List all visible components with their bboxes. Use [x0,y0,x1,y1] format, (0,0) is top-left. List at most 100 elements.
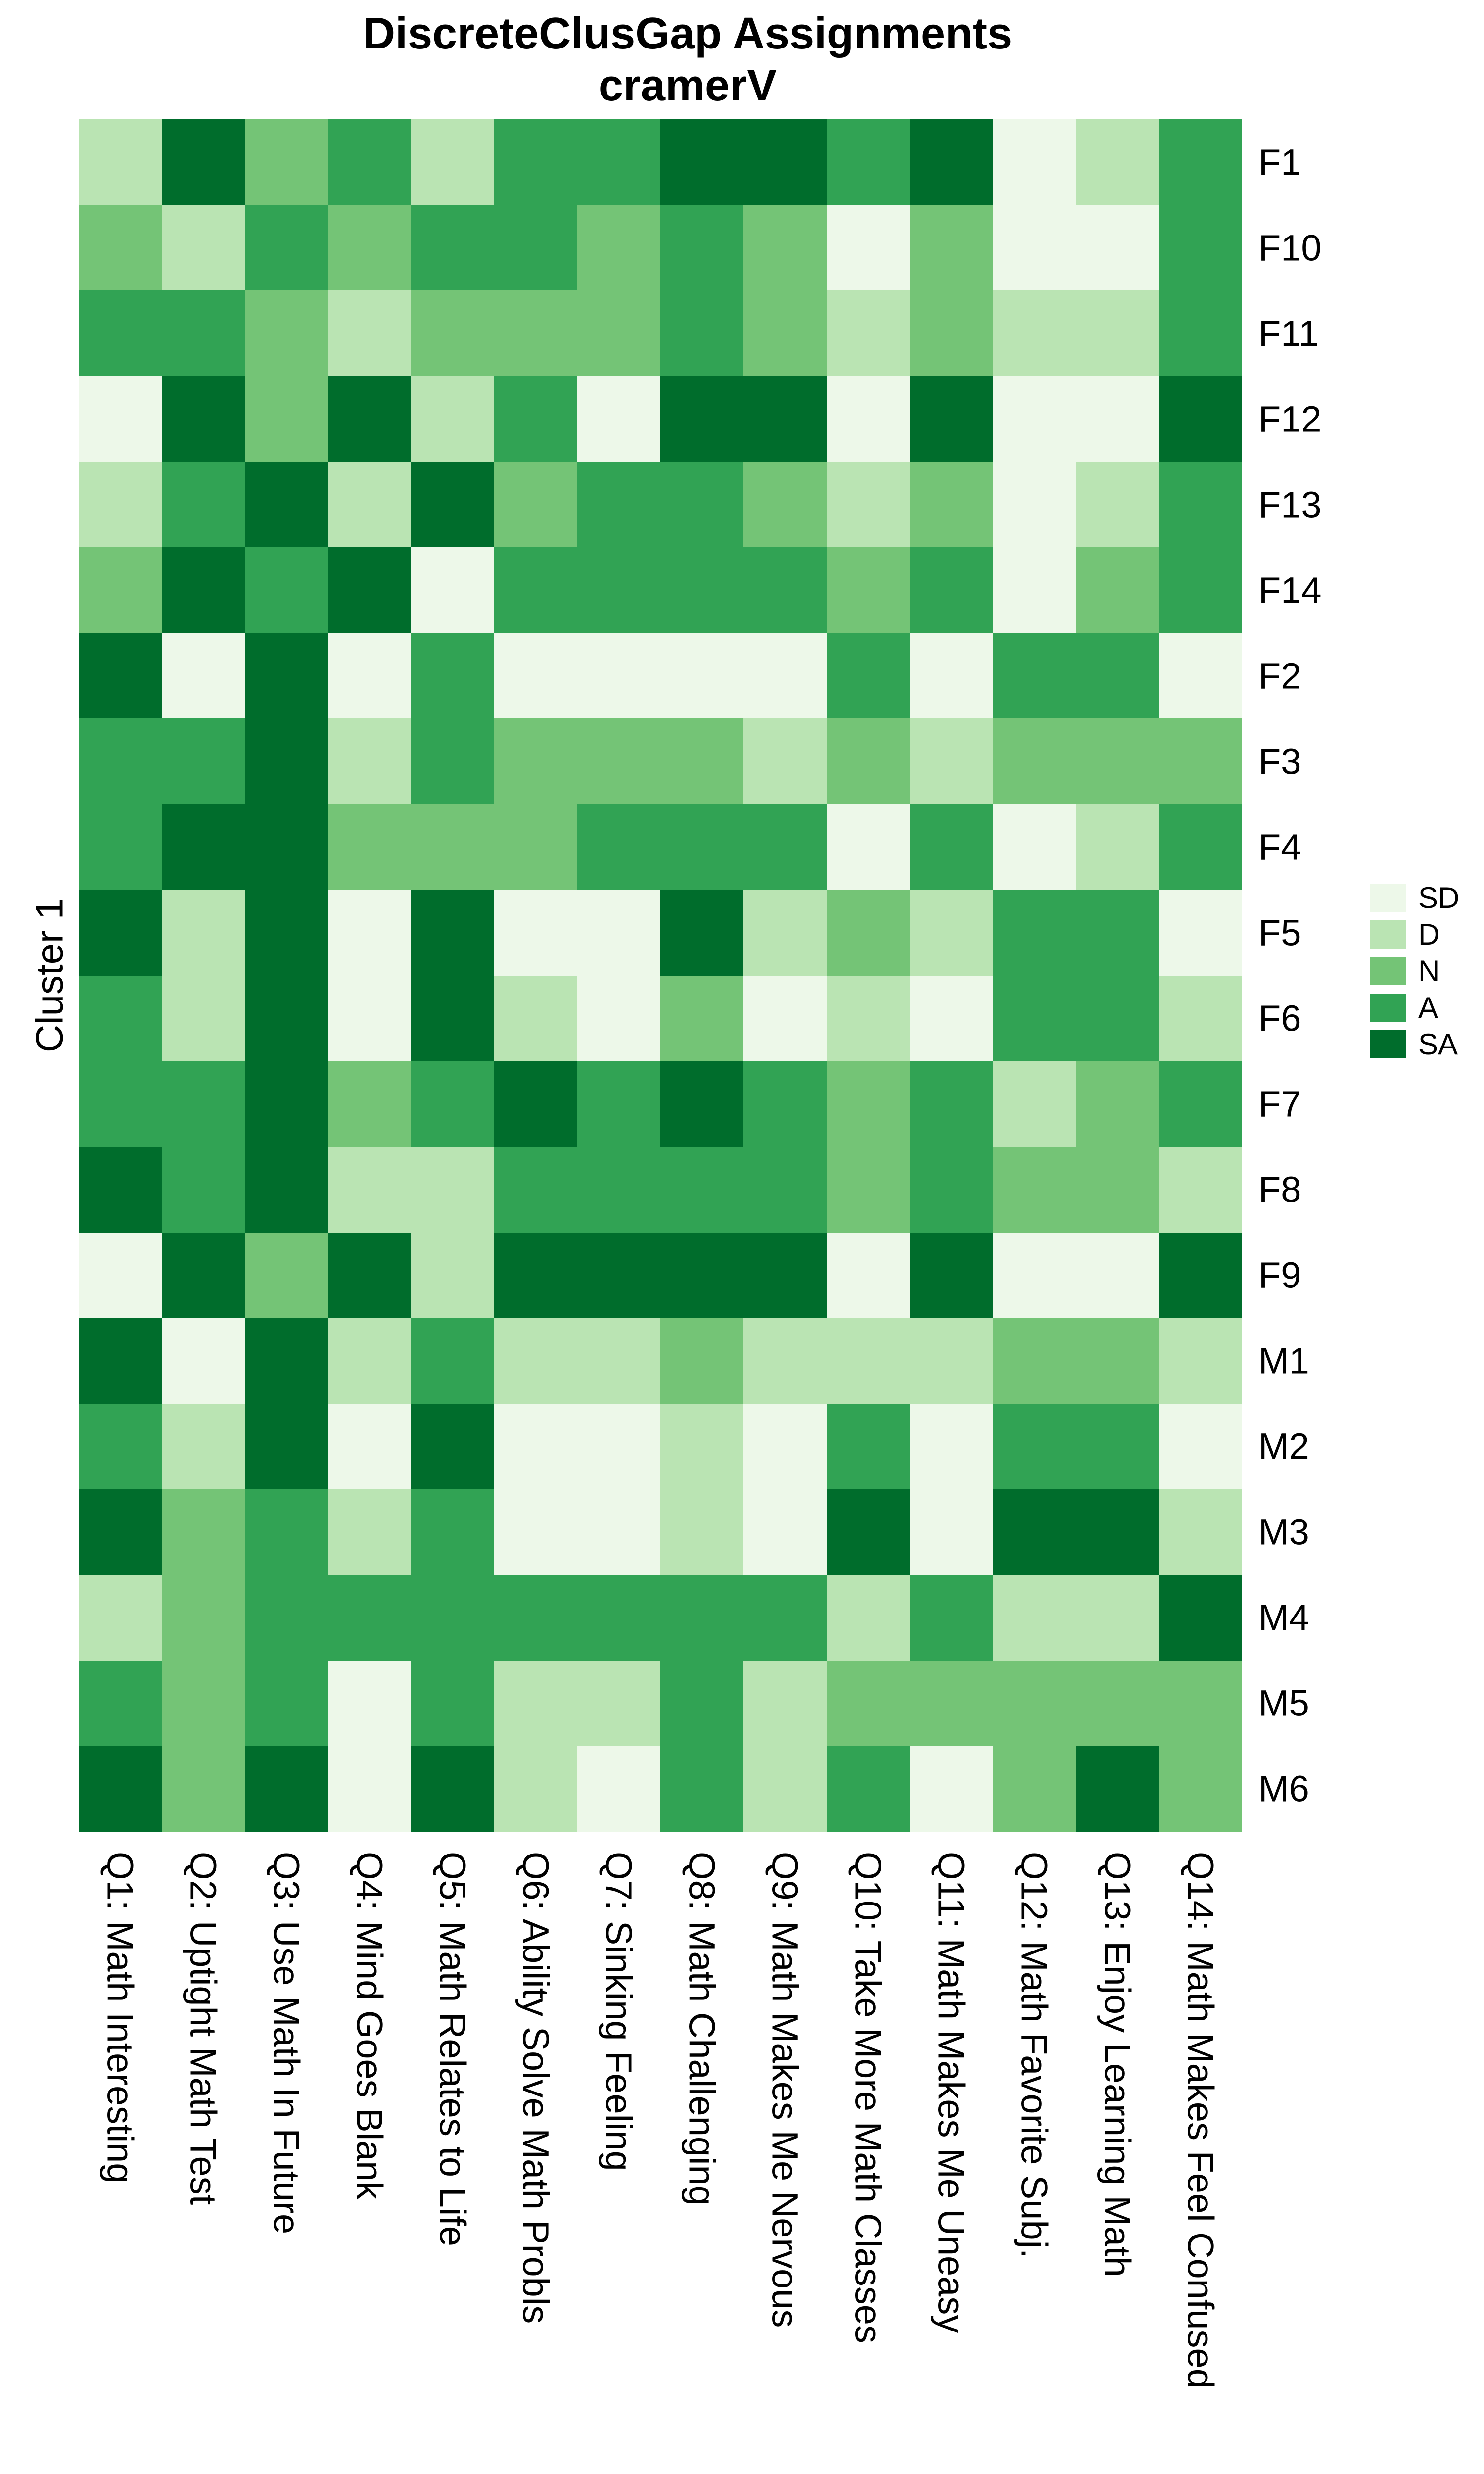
heatmap-cell [1076,1061,1159,1147]
heatmap-cell [1159,1574,1242,1661]
heatmap-cell [328,1061,411,1147]
heatmap-cell [411,718,494,805]
heatmap-cell [411,1318,494,1404]
heatmap-cell [411,462,494,548]
heatmap-cell [1076,462,1159,548]
heatmap-cell [993,547,1076,633]
legend-label: N [1418,954,1440,988]
heatmap-cell [1159,1746,1242,1832]
heatmap-cell [162,290,245,377]
heatmap-cell [827,547,910,633]
heatmap-cell [245,975,328,1061]
row-label: M6 [1258,1768,1309,1809]
heatmap-cell [245,462,328,548]
heatmap-cell [328,1232,411,1318]
heatmap-cell [993,290,1076,377]
heatmap-cell [494,1746,577,1832]
heatmap-cell [827,1660,910,1746]
heatmap-cell [743,1746,827,1832]
heatmap-cell [743,1318,827,1404]
legend-item: N [1370,954,1459,988]
heatmap-cell [411,119,494,205]
heatmap-cell [910,1318,993,1404]
heatmap-cell [328,547,411,633]
row-label: F14 [1258,570,1322,611]
heatmap-cell [245,376,328,462]
heatmap-cell [494,804,577,890]
heatmap-cell [328,119,411,205]
heatmap-cell [79,119,162,205]
heatmap-cell [910,1146,993,1233]
legend-swatch-sd [1370,884,1406,912]
heatmap-cell [494,1061,577,1147]
heatmap-cell [1076,290,1159,377]
heatmap-cell [827,804,910,890]
heatmap-cell [910,119,993,205]
row-label: M5 [1258,1682,1309,1724]
heatmap-cell [245,1489,328,1575]
heatmap-cell [328,718,411,805]
heatmap-cell [827,376,910,462]
heatmap-cell [910,376,993,462]
heatmap-cell [577,804,660,890]
heatmap-cell [743,804,827,890]
heatmap-cell [494,205,577,291]
chart-title: DiscreteClusGap Assignments cramerV [363,8,1012,112]
heatmap-cell [79,1489,162,1575]
legend-item: A [1370,991,1459,1025]
heatmap-cell [245,633,328,719]
heatmap-cell [993,376,1076,462]
legend-label: A [1418,991,1438,1024]
heatmap-cell [993,1489,1076,1575]
heatmap-cell [827,205,910,291]
heatmap-cell [1159,1489,1242,1575]
heatmap-cell [245,547,328,633]
heatmap-cell [245,1403,328,1489]
heatmap-cell [79,376,162,462]
heatmap-cell [577,547,660,633]
heatmap-cell [328,1574,411,1661]
heatmap-cell [494,975,577,1061]
heatmap-cell [411,205,494,291]
heatmap-cell [660,462,743,548]
legend-swatch-sa [1370,1030,1406,1058]
heatmap-cell [743,1489,827,1575]
heatmap-cell [494,1489,577,1575]
heatmap-cell [245,718,328,805]
heatmap-cell [577,290,660,377]
heatmap-cell [1076,376,1159,462]
heatmap-cell [827,1061,910,1147]
heatmap-cell [411,1403,494,1489]
heatmap-cell [910,804,993,890]
heatmap-cell [411,1574,494,1661]
heatmap-cell [910,290,993,377]
row-label: F12 [1258,398,1322,440]
heatmap-cell [910,1746,993,1832]
column-label: Q2: Uptight Math Test [183,1852,224,2205]
column-label: Q4: Mind Goes Blank [349,1852,390,2200]
heatmap-cell [827,1574,910,1661]
row-label: F5 [1258,912,1301,953]
column-label: Q6: Ability Solve Math Probls [515,1852,556,2324]
heatmap-cell [743,1574,827,1661]
heatmap-cell [660,718,743,805]
heatmap-cell [494,376,577,462]
row-label: F1 [1258,142,1301,183]
heatmap-cell [411,376,494,462]
heatmap-cell [577,975,660,1061]
heatmap-cell [577,1146,660,1233]
heatmap-cell [743,1660,827,1746]
row-label: F9 [1258,1254,1301,1296]
heatmap-cell [577,462,660,548]
heatmap-cell [1159,462,1242,548]
heatmap-cell [1076,633,1159,719]
heatmap-cell [660,376,743,462]
row-label: M1 [1258,1340,1309,1381]
heatmap-cell [328,1146,411,1233]
heatmap-cell [993,1232,1076,1318]
heatmap-cell [245,890,328,976]
heatmap-cell [162,376,245,462]
heatmap-cell [494,1660,577,1746]
heatmap-cell [411,1660,494,1746]
heatmap-cell [743,975,827,1061]
